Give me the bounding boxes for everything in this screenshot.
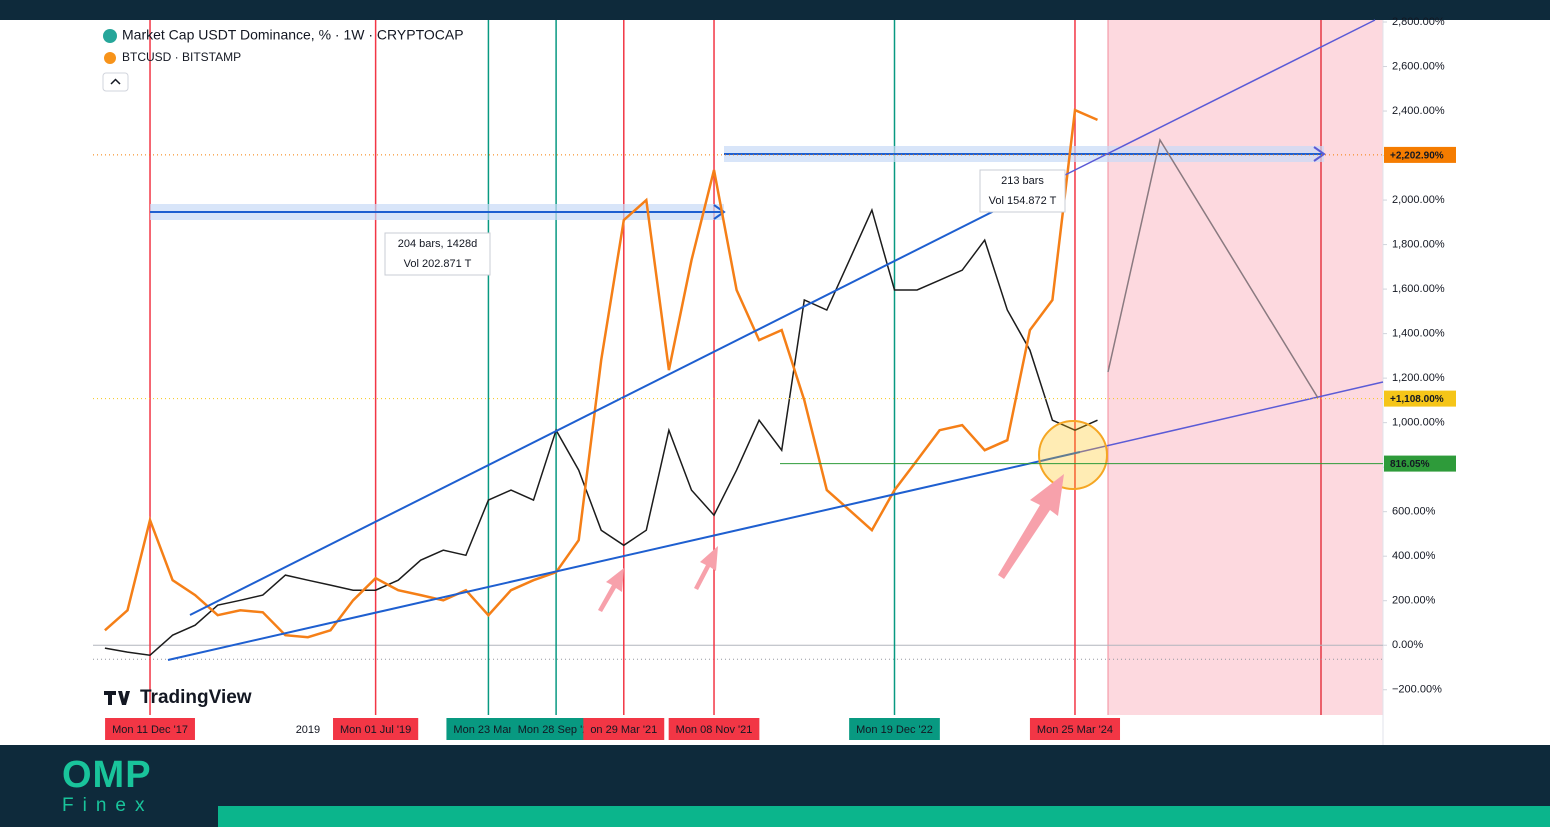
date-badge: [333, 718, 419, 740]
y-tick-label: 600.00%: [1392, 506, 1436, 518]
chevron-icon: [110, 78, 121, 85]
y-tick-label: 1,000.00%: [1392, 417, 1445, 429]
y-tick-label: 200.00%: [1392, 595, 1436, 607]
trend-line: [1079, 381, 1384, 453]
y-tick-label: −200.00%: [1392, 684, 1442, 696]
watermark: TradingView: [140, 687, 252, 708]
measure-text: 204 bars, 1428d: [398, 238, 478, 250]
arrow-head: [713, 204, 726, 220]
legend-icon: [103, 29, 117, 43]
price-badge: [1384, 455, 1456, 472]
date-badge: [668, 718, 760, 740]
x-tick-label: Mon 11 Dec '17: [112, 724, 188, 736]
measure-text: Vol 202.871 T: [404, 258, 472, 270]
date-badge: [510, 718, 602, 740]
date-badge: [1029, 718, 1121, 740]
y-tick-label: 2,000.00%: [1392, 194, 1445, 206]
footer-bar: [218, 806, 1550, 827]
date-badge: [849, 718, 940, 740]
x-tick-label: Mon 25 Mar '24: [1037, 724, 1113, 736]
trend-line: [167, 451, 1081, 661]
top-band: [0, 0, 1550, 20]
measure-text: Vol 154.872 T: [989, 195, 1057, 207]
date-badge: [583, 718, 665, 740]
y-tick-label: 400.00%: [1392, 550, 1436, 562]
series-line: [104, 207, 1098, 656]
projection-path: [1107, 138, 1319, 399]
x-tick-label: on 29 Mar '21: [590, 724, 657, 736]
date-badge: [105, 718, 195, 740]
logo-sub: Finex: [62, 795, 153, 816]
y-tick-label: 0.00%: [1392, 639, 1423, 651]
y-tick-label: 2,400.00%: [1392, 105, 1445, 117]
logo-main: OMP: [62, 754, 152, 796]
date-badge: [446, 718, 531, 740]
legend-icon: [104, 52, 116, 64]
x-tick-label: Mon 28 Sep '20: [518, 724, 595, 736]
price-label: +2,202.90%: [1390, 151, 1444, 162]
x-tick-label: Mon 19 Dec '22: [856, 724, 933, 736]
highlight-circle: [1038, 420, 1108, 490]
measure-box: [384, 232, 491, 276]
price-label: +1,108.00%: [1390, 394, 1444, 405]
y-tick-label: 1,400.00%: [1392, 328, 1445, 340]
measure-text: 213 bars: [1001, 175, 1044, 187]
x-tick-label: Mon 01 Jul '19: [340, 724, 411, 736]
price-badge: [1384, 390, 1456, 407]
measure-box: [979, 169, 1066, 213]
price-badge: [1384, 146, 1456, 163]
pointer-arrow: [598, 568, 624, 612]
arrow-head: [1313, 146, 1326, 162]
tv-logo: [104, 691, 130, 705]
series-line: [104, 108, 1098, 639]
x-tick-label: Mon 08 Nov '21: [676, 724, 753, 736]
y-tick-label: 1,600.00%: [1392, 283, 1445, 295]
forecast-zone: [1108, 20, 1383, 715]
y-tick-label: 1,800.00%: [1392, 238, 1445, 250]
y-tick-label: 1,200.00%: [1392, 372, 1445, 384]
price-label: 816.05%: [1390, 459, 1430, 470]
legend-label: Market Cap USDT Dominance, % · 1W · CRYP…: [122, 27, 464, 43]
x-tick-label: 2019: [296, 724, 320, 736]
y-tick-label: 2,800.00%: [1392, 16, 1445, 28]
pointer-arrow: [998, 474, 1064, 579]
trend-line: [1064, 19, 1376, 176]
collapse-button[interactable]: [102, 72, 129, 92]
trend-line: [189, 207, 1001, 616]
x-tick-label: Mon 23 Mar '2: [453, 724, 523, 736]
legend-label: BTCUSD · BITSTAMP: [122, 50, 241, 64]
y-tick-label: 2,600.00%: [1392, 60, 1445, 72]
pointer-arrow: [694, 546, 718, 590]
